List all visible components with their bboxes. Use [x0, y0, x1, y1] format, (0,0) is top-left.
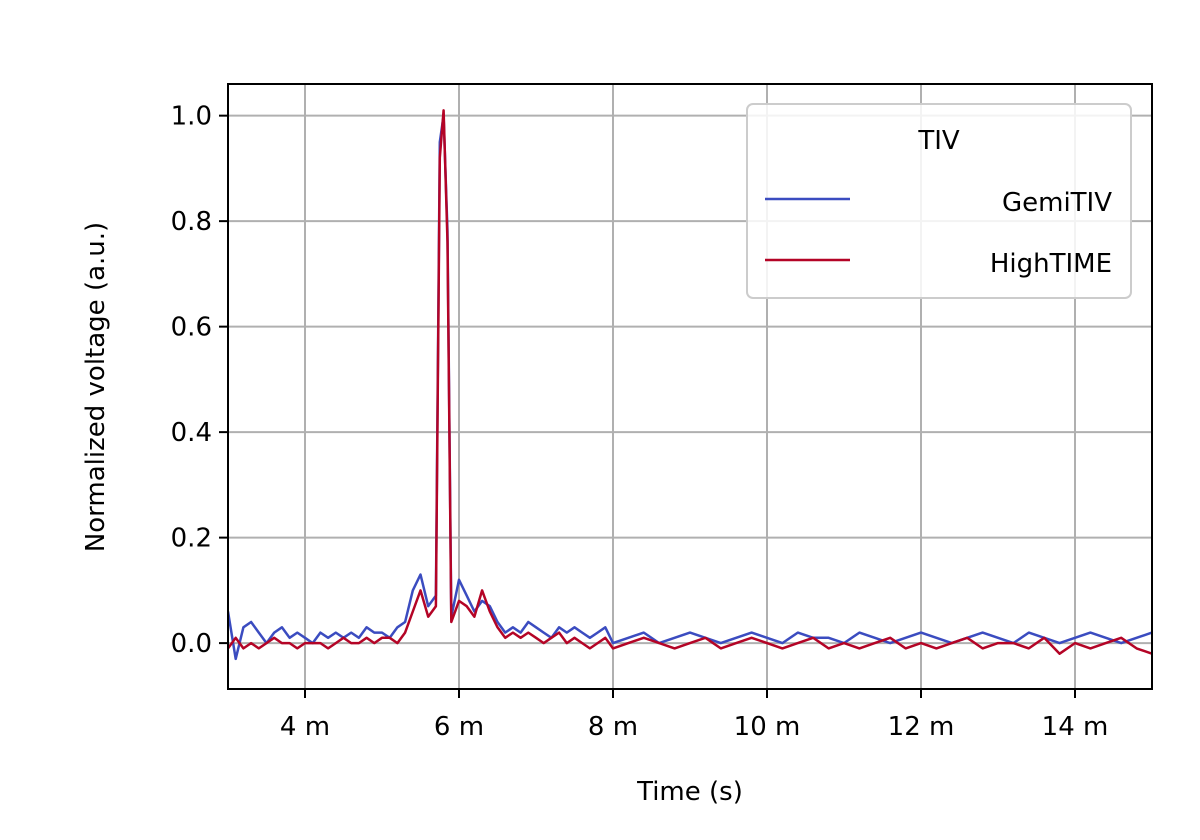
y-tick-label: 0.6	[171, 313, 212, 343]
x-tick-label: 12 m	[888, 712, 955, 742]
x-tick-label: 10 m	[734, 712, 801, 742]
legend-box	[746, 103, 1132, 299]
x-tick-label: 8 m	[588, 712, 638, 742]
y-tick-label: 0.8	[171, 207, 212, 237]
legend-label-hightime: HighTIME	[990, 249, 1112, 279]
y-tick-label: 0.2	[171, 524, 212, 554]
y-axis-title: Normalized voltage (a.u.)	[81, 222, 111, 552]
legend-label-gemitiv: GemiTIV	[1002, 188, 1112, 218]
legend: TIV GemiTIV HighTIME	[746, 103, 1132, 299]
series-layer	[228, 109, 1152, 661]
y-tick-label: 0.0	[171, 629, 212, 659]
x-tick-label: 14 m	[1042, 712, 1109, 742]
y-tick-label: 0.4	[171, 418, 212, 448]
series-line-gemitiv	[228, 114, 1152, 661]
legend-title: TIV	[917, 126, 960, 156]
x-axis-title: Time (s)	[636, 777, 743, 807]
y-tick-label: 1.0	[171, 102, 212, 132]
ticks: 4 m 6 m 8 m 10 m 12 m 14 m 0.0 0.2 0.4 0.6 0.8 1.0	[171, 102, 1109, 742]
x-tick-label: 4 m	[280, 712, 330, 742]
x-tick-label: 6 m	[434, 712, 484, 742]
plot-frame	[227, 83, 1153, 690]
series-line-hightime	[228, 109, 1152, 655]
